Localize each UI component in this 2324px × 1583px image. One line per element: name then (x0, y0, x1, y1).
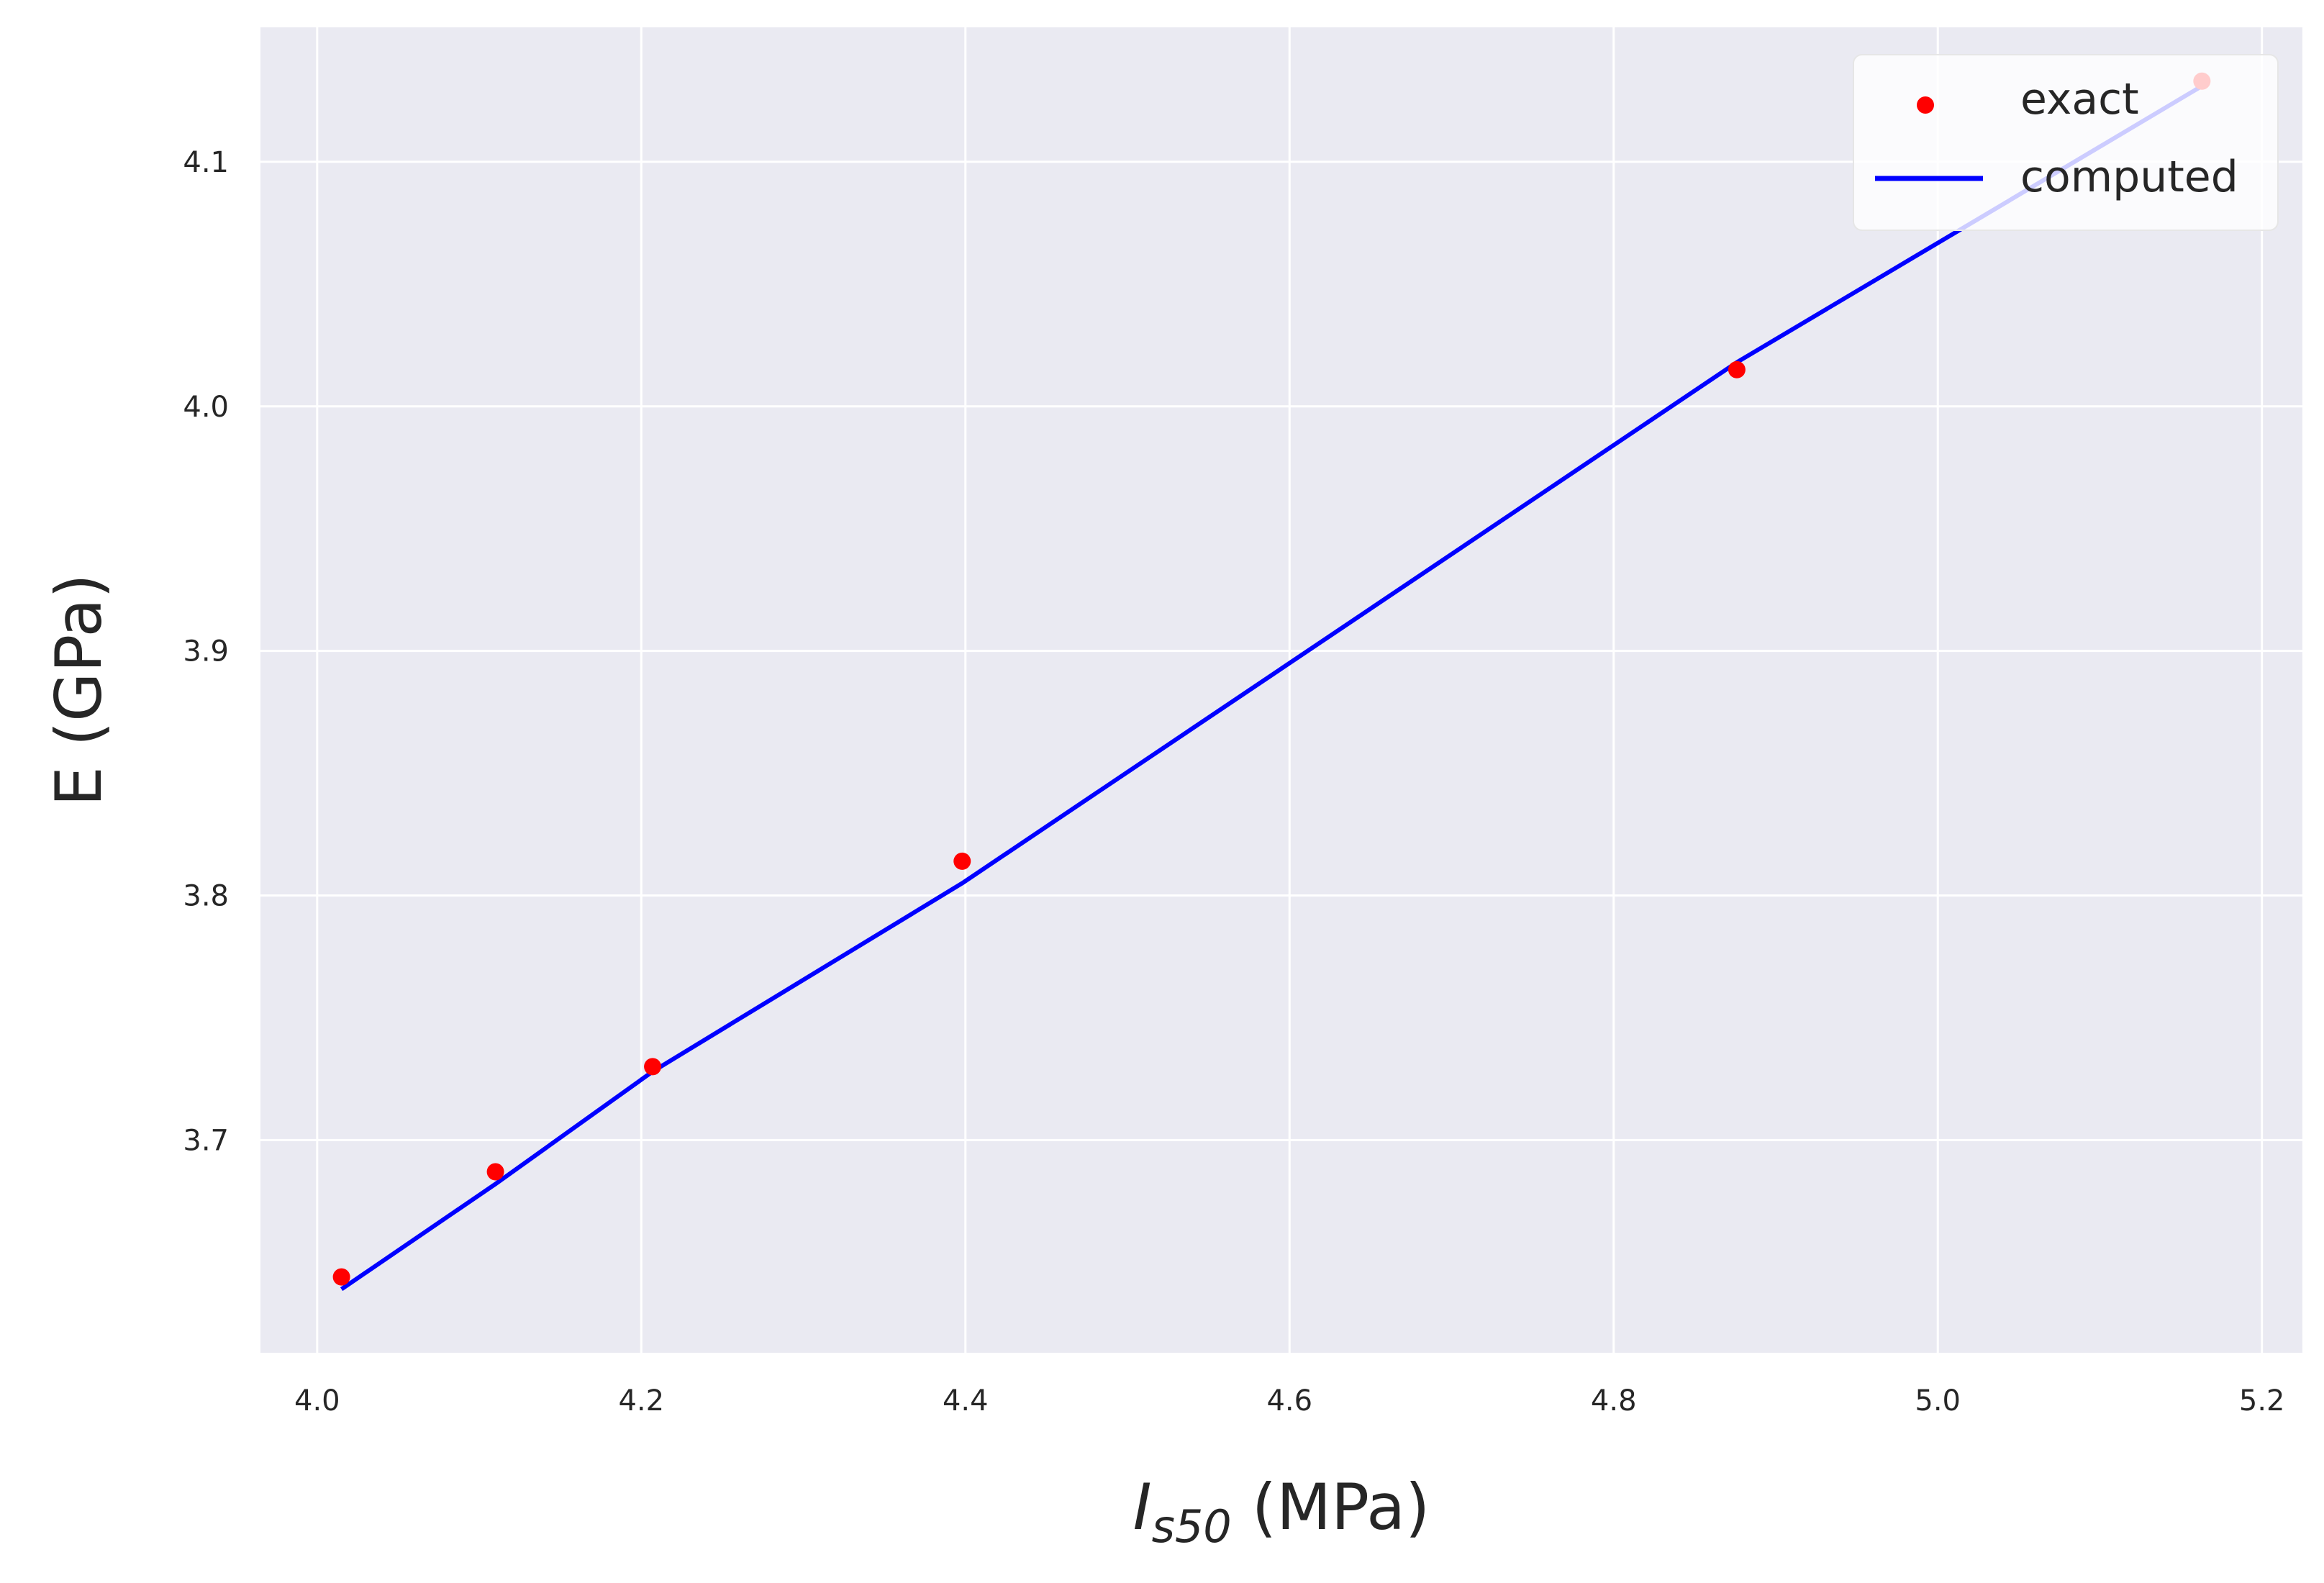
y-tick-label: 4.1 (183, 146, 229, 179)
y-tick-label: 4.0 (183, 391, 229, 424)
x-axis-label: Is50 (MPa) (1133, 1470, 1430, 1553)
data-point-exact (953, 852, 971, 870)
y-tick-label: 3.7 (183, 1124, 229, 1157)
data-point-exact (644, 1058, 662, 1076)
x-tick-label: 4.4 (943, 1384, 989, 1418)
y-tick-labels: 3.7 3.8 3.9 4.0 4.1 (183, 146, 229, 1157)
x-axis-label-units: (MPa) (1232, 1470, 1430, 1544)
x-tick-label: 4.0 (294, 1384, 340, 1418)
grid (260, 27, 2302, 1353)
y-tick-label: 3.9 (183, 635, 229, 668)
x-tick-label: 4.2 (618, 1384, 664, 1418)
data-point-exact (1728, 360, 1746, 378)
y-axis-label: E (GPa) (42, 573, 116, 806)
x-tick-label: 4.6 (1266, 1384, 1312, 1418)
x-tick-labels: 4.0 4.2 4.4 4.6 4.8 5.0 5.2 (294, 1384, 2284, 1418)
y-tick-label: 3.8 (183, 879, 229, 912)
legend-box (1853, 54, 2279, 231)
x-tick-label: 5.2 (2239, 1384, 2285, 1418)
x-axis-label-subscript: s50 (1152, 1500, 1232, 1553)
data-point-exact (332, 1268, 350, 1286)
series-line-computed (340, 83, 2203, 1292)
legend: exact computed (1853, 54, 2279, 231)
legend-label-exact: exact (2020, 74, 2139, 124)
x-tick-label: 4.8 (1591, 1384, 1637, 1418)
x-tick-label: 5.0 (1915, 1384, 1961, 1418)
plot-area (260, 27, 2302, 1353)
legend-label-computed: computed (2020, 152, 2238, 202)
legend-marker-exact (1917, 96, 1934, 114)
x-axis-label-main: I (1133, 1470, 1152, 1544)
data-point-exact (486, 1163, 504, 1181)
